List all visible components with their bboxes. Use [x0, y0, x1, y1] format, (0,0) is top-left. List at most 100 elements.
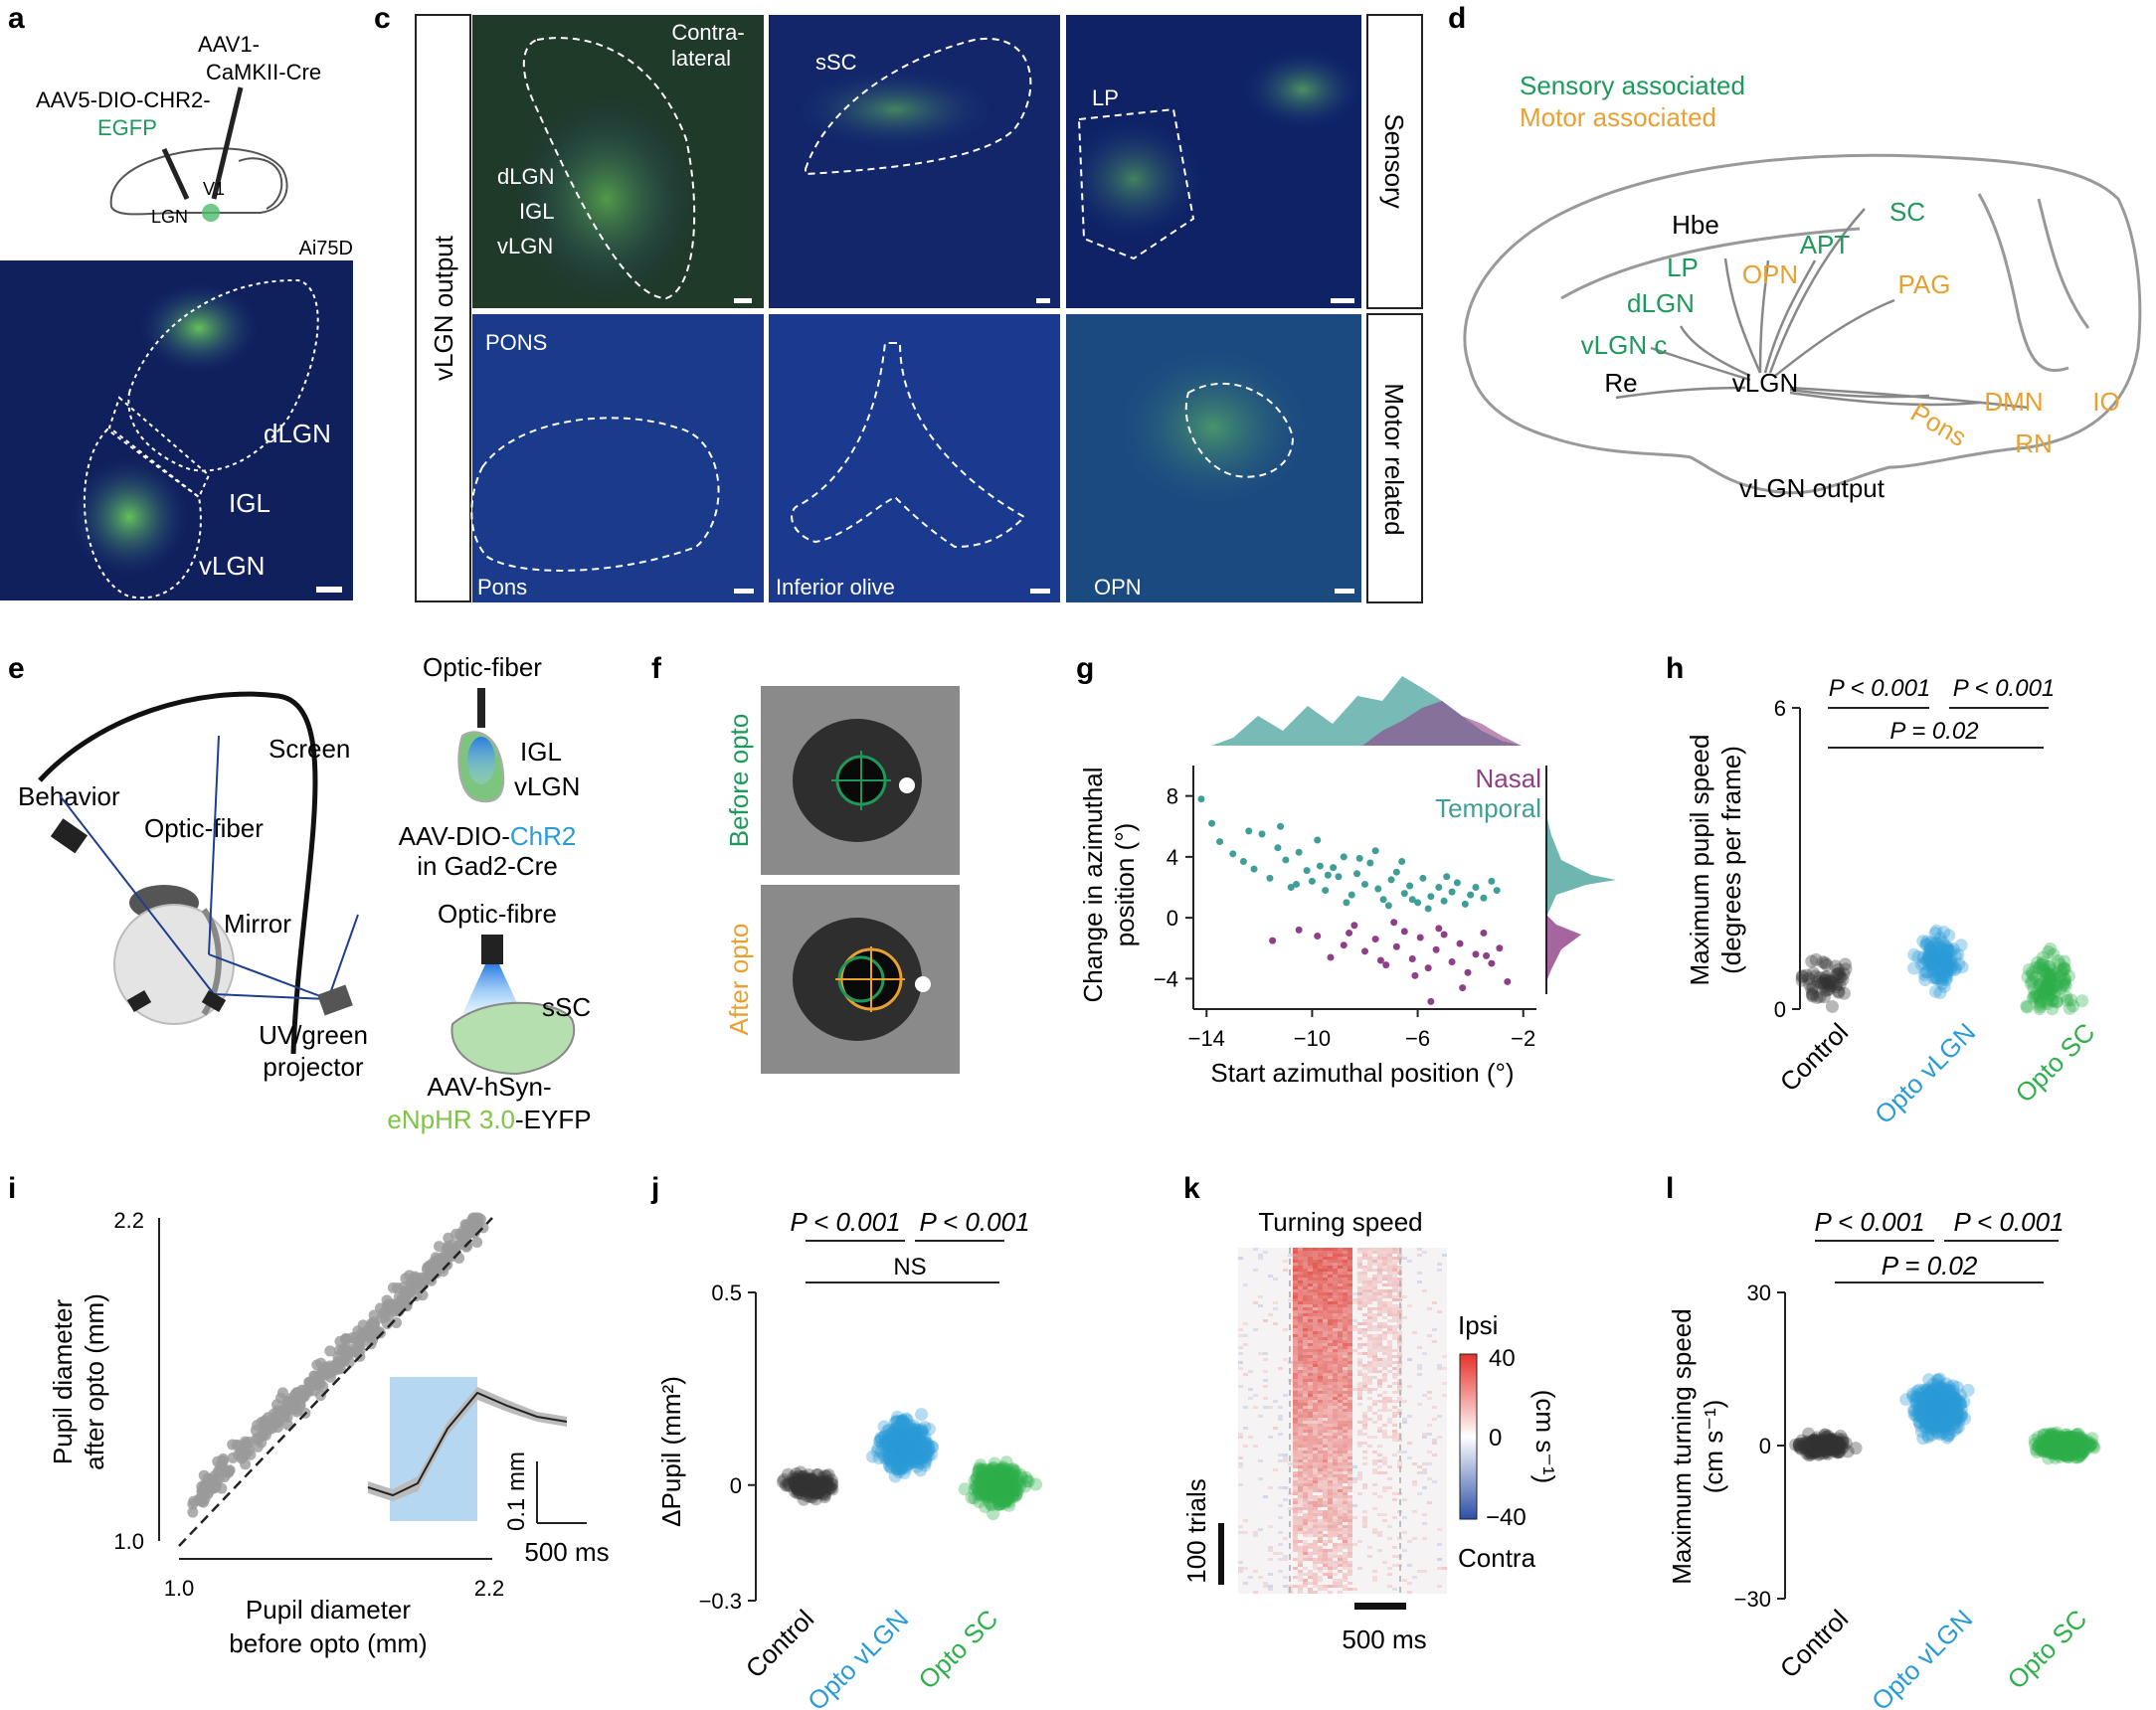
ytick-label: 0 [730, 1473, 742, 1498]
point-opto-vlgn [906, 1453, 920, 1466]
point-opto-sc [2047, 986, 2061, 1000]
point-opto-vlgn [1928, 1393, 1942, 1407]
k-cell [1333, 1406, 1338, 1409]
point-opto-vlgn [896, 1436, 910, 1450]
k-cell [1392, 1555, 1397, 1558]
k-cell [1367, 1260, 1372, 1263]
k-cell [1308, 1519, 1313, 1522]
k-cell [1323, 1251, 1328, 1254]
k-cell [1313, 1361, 1318, 1364]
k-cell [1318, 1537, 1323, 1540]
point-opto-sc [992, 1493, 1006, 1507]
point-control [1825, 1434, 1839, 1448]
point-opto-sc [1005, 1474, 1019, 1488]
point-opto-sc [995, 1468, 1009, 1482]
k-cell [1352, 1477, 1357, 1480]
point-control [1824, 1438, 1838, 1452]
k-cell [1308, 1516, 1313, 1519]
k-cell [1362, 1283, 1367, 1286]
k-cell [1333, 1373, 1338, 1376]
k-cell [1333, 1471, 1338, 1474]
k-cell [1318, 1445, 1323, 1448]
k-cell [1372, 1421, 1377, 1424]
point-opto-vlgn [897, 1449, 911, 1462]
k-cell [1372, 1260, 1377, 1263]
point-opto-sc [996, 1468, 1010, 1482]
k-cell [1367, 1397, 1372, 1400]
point-opto-sc [991, 1483, 1005, 1497]
point-control [1816, 1439, 1830, 1453]
k-cell [1387, 1465, 1392, 1468]
k-cell [1328, 1251, 1333, 1254]
k-cell [1333, 1346, 1338, 1349]
point-control [1812, 1435, 1826, 1449]
k-cell [1372, 1412, 1377, 1415]
k-cell [1313, 1322, 1318, 1325]
k-cell [1377, 1379, 1382, 1382]
k-cell [1303, 1409, 1308, 1412]
k-cell [1328, 1477, 1333, 1480]
k-cell [1338, 1322, 1343, 1325]
panel-letter-h: h [1666, 652, 1684, 685]
k-cell [1392, 1412, 1397, 1415]
point-control [1841, 1445, 1855, 1458]
point-opto-vlgn [903, 1443, 917, 1456]
k-cell [1348, 1310, 1352, 1313]
k-cell [1333, 1361, 1338, 1364]
k-cell [1303, 1328, 1308, 1331]
k-cell [1293, 1525, 1298, 1528]
k-cell [1293, 1325, 1298, 1328]
k-cell [1328, 1474, 1333, 1477]
k-cell [1298, 1486, 1303, 1489]
k-cell [1323, 1385, 1328, 1388]
k-cell [1387, 1257, 1392, 1260]
k-cell [1367, 1555, 1372, 1558]
k-cell [1253, 1328, 1258, 1331]
point-opto-vlgn [884, 1444, 898, 1457]
k-cell [1348, 1433, 1352, 1436]
point-opto-vlgn [903, 1430, 917, 1444]
k-cell [1333, 1269, 1338, 1272]
point-control [798, 1469, 811, 1483]
point-control [793, 1486, 807, 1500]
k-cell [1382, 1331, 1387, 1334]
point-opto-vlgn [907, 1443, 921, 1456]
k-cell [1303, 1269, 1308, 1272]
k-cell [1318, 1528, 1323, 1531]
point-control [1812, 1441, 1826, 1454]
point-opto-vlgn [1926, 1388, 1940, 1402]
k-cell [1382, 1397, 1387, 1400]
point-opto-sc [992, 1480, 1006, 1494]
k-cell [1338, 1424, 1343, 1427]
k-cell [1303, 1468, 1308, 1471]
k-cell [1313, 1286, 1318, 1289]
k-cell [1392, 1415, 1397, 1418]
k-cell [1422, 1433, 1427, 1436]
point-opto-vlgn [917, 1436, 931, 1450]
k-cell [1397, 1331, 1402, 1334]
point-control [791, 1481, 805, 1495]
k-cell [1343, 1272, 1348, 1275]
k-cell [1348, 1495, 1352, 1498]
point-opto-vlgn [1932, 1397, 1946, 1411]
point-opto-vlgn [1931, 1400, 1945, 1414]
v1-injection [202, 204, 220, 222]
k-cell [1258, 1295, 1263, 1298]
point-opto-vlgn [1941, 1429, 1955, 1443]
point-control [813, 1480, 827, 1494]
k-cell [1333, 1409, 1338, 1412]
point-control [1792, 1437, 1806, 1451]
point-opto-sc [2043, 959, 2057, 973]
point-control [792, 1480, 806, 1494]
point-opto-vlgn [903, 1428, 917, 1442]
k-cell [1382, 1295, 1387, 1298]
k-cell [1308, 1331, 1313, 1334]
k-cell [1348, 1397, 1352, 1400]
k-cell [1293, 1281, 1298, 1283]
k-cell [1392, 1307, 1397, 1310]
point-opto-sc [1000, 1469, 1014, 1483]
point-opto-vlgn [1923, 1389, 1937, 1403]
g-point-temporal [1440, 897, 1448, 905]
k-cell [1323, 1370, 1328, 1373]
